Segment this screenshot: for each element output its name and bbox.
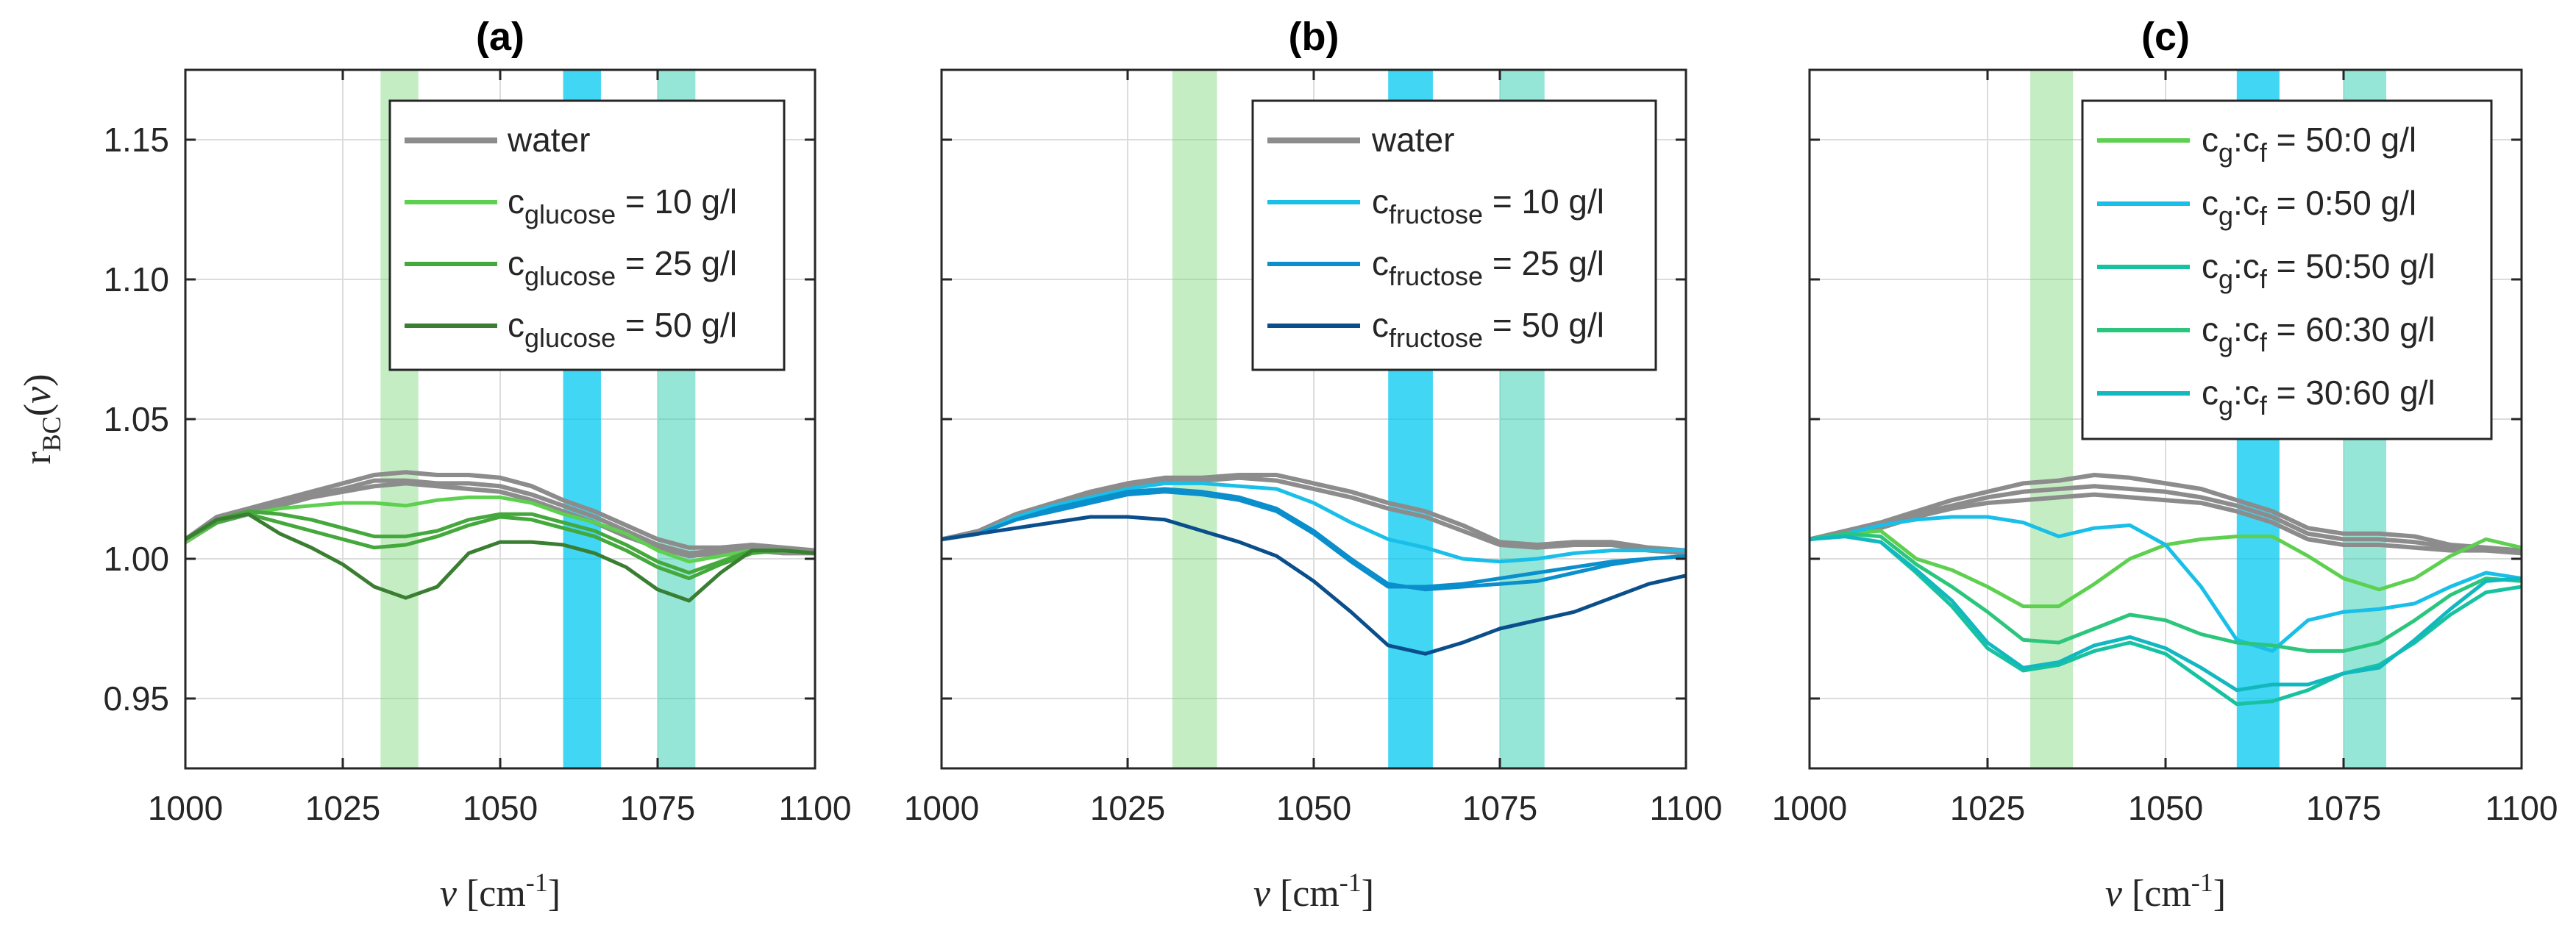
y-tick-label: 1.05 [103, 400, 169, 438]
series-line [1810, 515, 2522, 653]
series-line [185, 512, 815, 603]
series-line [1810, 535, 2522, 693]
series-line [185, 470, 815, 553]
panel-b: 1000 1025 1050 1075 1100 (b) ν [cm-1] water cfru… [904, 15, 1723, 915]
panel-title: (c) [2141, 15, 2190, 59]
x-tick-label: 1025 [305, 789, 380, 827]
x-tick-label: 1100 [2486, 789, 2558, 827]
x-tick-label: 1075 [620, 789, 695, 827]
x-tick-label: 1000 [148, 789, 223, 827]
series-group [942, 473, 1686, 656]
x-axis-label: ν [cm-1] [2105, 868, 2226, 915]
series-line [1810, 532, 2522, 653]
y-tick-label: 0.95 [103, 679, 169, 718]
x-tick-label: 1100 [779, 789, 852, 827]
legend-entry: cfructose = 25 g/l [1372, 244, 1604, 291]
legend-entry: cg:cf = 50:0 g/l [2202, 121, 2416, 168]
series-line [1810, 492, 2522, 556]
legend-entry: water [507, 121, 590, 159]
panel-a: 1000 1025 1050 1075 1100 0.95 1.00 1.05 1.10 1.15… [17, 15, 851, 915]
series-line [185, 495, 815, 564]
panel-title: (a) [476, 15, 524, 59]
legend-entry: cg:cf = 60:30 g/l [2202, 310, 2436, 357]
x-axis-label: ν [cm-1] [1253, 868, 1374, 915]
absorption-band [2030, 70, 2074, 768]
legend-entry: cfructose = 50 g/l [1372, 306, 1604, 353]
series-group [1810, 473, 2522, 707]
legend-entry: cglucose = 10 g/l [508, 182, 737, 229]
x-tick-label: 1050 [1276, 789, 1351, 827]
series-line [942, 481, 1686, 564]
y-tick-label: 1.10 [103, 260, 169, 299]
legend-entry: cg:cf = 0:50 g/l [2202, 184, 2416, 231]
panel-title: (b) [1289, 15, 1339, 59]
x-tick-label: 1025 [1950, 789, 2025, 827]
series-line [185, 512, 815, 581]
x-tick-label: 1075 [1462, 789, 1537, 827]
legend-entry: cg:cf = 50:50 g/l [2202, 247, 2436, 294]
x-tick-label: 1000 [1772, 789, 1847, 827]
legend-entry: cglucose = 25 g/l [508, 244, 737, 291]
x-tick-label: 1100 [1650, 789, 1723, 827]
legend-box [2081, 99, 2493, 440]
series-line [942, 490, 1686, 589]
y-axis-label: rBC(ν) [17, 374, 66, 464]
series-group [185, 470, 815, 603]
series-line [1810, 484, 2522, 553]
series-line [185, 509, 815, 575]
legend-entry: cglucose = 50 g/l [508, 306, 737, 353]
series-line [942, 487, 1686, 592]
y-tick-label: 1.00 [103, 540, 169, 578]
x-axis-label: ν [cm-1] [440, 868, 561, 915]
legend: water cfructose = 10 g/l cfructose = 25 g/… [1251, 99, 1657, 371]
x-tick-label: 1075 [2306, 789, 2381, 827]
x-tick-label: 1000 [904, 789, 979, 827]
legend-entry: water [1371, 121, 1454, 159]
legend: water cglucose = 10 g/l cglucose = 25 g/l c… [388, 99, 786, 371]
series-line [942, 473, 1686, 553]
series-line [1810, 473, 2522, 553]
series-line [185, 478, 815, 556]
legend: cg:cf = 50:0 g/l cg:cf = 0:50 g/l cg:cf = … [2081, 99, 2493, 440]
legend-entry: cfructose = 10 g/l [1372, 182, 1604, 229]
x-tick-label: 1050 [463, 789, 538, 827]
x-tick-label: 1025 [1090, 789, 1165, 827]
series-line [942, 515, 1686, 656]
panel-c: 1000 1025 1050 1075 1100 (c) ν [cm-1] cg:cf = 5… [1772, 15, 2558, 915]
absorption-band [1172, 70, 1217, 768]
y-tick-label: 1.15 [103, 121, 169, 159]
series-line [185, 481, 815, 559]
legend-entry: cg:cf = 30:60 g/l [2202, 374, 2436, 421]
x-tick-label: 1050 [2128, 789, 2203, 827]
